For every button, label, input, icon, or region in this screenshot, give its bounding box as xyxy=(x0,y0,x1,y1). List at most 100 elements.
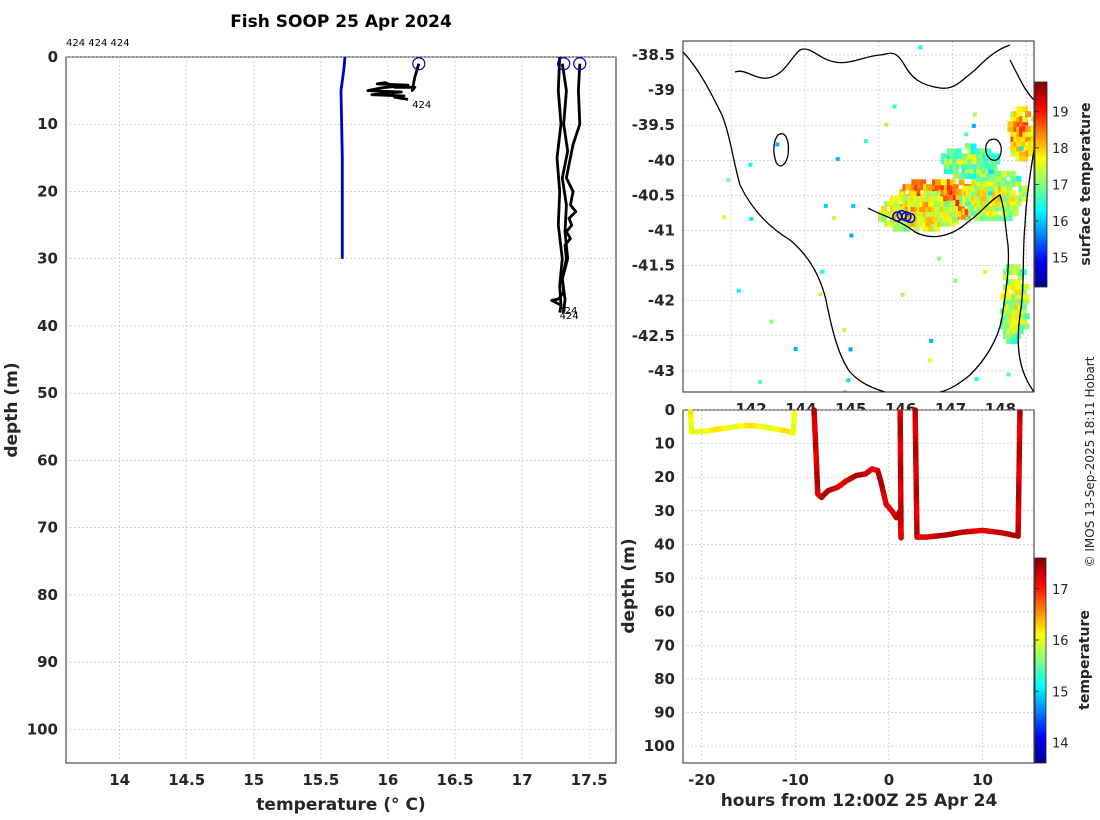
timeseries-colorbar xyxy=(1034,557,1047,764)
sst-cell xyxy=(1015,180,1022,187)
sst-cell xyxy=(949,201,956,208)
sst-cell xyxy=(979,148,986,155)
sst-cell xyxy=(1025,111,1032,118)
coastline-victoria xyxy=(734,44,1011,89)
sst-cell xyxy=(980,210,987,217)
sst-cell xyxy=(965,142,970,147)
sst-cell xyxy=(1017,298,1024,305)
timeseries-point-cast-b xyxy=(1017,409,1023,415)
sst-cell xyxy=(952,168,959,175)
sst-cell xyxy=(961,153,968,160)
map-y-tick-label: -40.5 xyxy=(632,186,675,204)
timeseries-y-axis-label: depth (m) xyxy=(619,538,639,633)
sst-cell xyxy=(928,201,935,208)
sst-cell xyxy=(954,210,961,217)
sst-cell xyxy=(793,346,798,351)
profile-end-label: 424 xyxy=(412,100,431,111)
sst-cell xyxy=(970,163,977,170)
sst-cell xyxy=(895,225,902,232)
sst-cell xyxy=(1007,125,1014,132)
profile-y-axis-label: depth (m) xyxy=(2,362,22,457)
sst-cell xyxy=(1010,116,1017,123)
credit-text: © IMOS 13-Sep-2025 18:11 Hobart xyxy=(1083,356,1097,567)
sst-cell xyxy=(918,45,923,50)
sst-cell xyxy=(892,210,899,217)
profile-line-climatology xyxy=(339,56,347,259)
sst-cell xyxy=(974,185,981,192)
timeseries-colorbar-label: temperature xyxy=(1077,610,1093,710)
sst-cell xyxy=(843,390,848,392)
coastline-north-east xyxy=(1009,59,1034,101)
sst-cell xyxy=(925,191,932,198)
sst-cell xyxy=(1031,140,1034,147)
timeseries-colorbar-tick-label: 15 xyxy=(1052,685,1069,700)
sst-cell xyxy=(1012,210,1019,217)
timeseries-y-tick-label: 100 xyxy=(644,737,675,755)
timeseries-points xyxy=(687,407,1023,541)
sst-cell xyxy=(958,179,965,186)
sst-cell xyxy=(974,215,981,222)
sst-cell xyxy=(988,158,995,165)
profile-start-markers xyxy=(412,57,587,71)
timeseries-y-tick-label: 60 xyxy=(654,603,675,621)
timeseries-y-tick-label: 80 xyxy=(654,670,675,688)
sst-cell xyxy=(943,201,950,208)
coastline-tasmania xyxy=(867,194,1010,392)
sst-cell xyxy=(775,142,780,147)
sst-cell xyxy=(964,168,971,175)
sst-cell xyxy=(970,172,977,179)
sst-cell xyxy=(1009,195,1016,202)
sst-cell xyxy=(1000,170,1007,177)
sst-cell xyxy=(1002,318,1009,325)
sst-cell xyxy=(937,256,942,261)
sst-cell xyxy=(937,215,944,222)
sst-cell xyxy=(943,205,950,212)
sst-cell xyxy=(849,233,854,238)
sst-cell xyxy=(1002,274,1009,281)
map-colorbar-tick-label: 16 xyxy=(1052,215,1069,230)
sst-cell xyxy=(769,319,774,324)
sst-cell xyxy=(983,269,988,274)
sst-cell xyxy=(758,380,763,385)
profile-x-tick-label: 17 xyxy=(512,771,533,789)
sst-cell xyxy=(988,215,995,222)
sst-cell xyxy=(962,185,969,192)
sst-cell xyxy=(749,216,754,221)
sst-cell xyxy=(1010,150,1017,157)
timeseries-colorbar-tick-label: 17 xyxy=(1052,583,1069,598)
timeseries-y-tick-label: 0 xyxy=(665,401,675,419)
timeseries-x-axis-label: hours from 12:00Z 25 Apr 24 xyxy=(721,791,998,811)
timeseries-y-tick-label: 40 xyxy=(654,535,675,553)
sst-cell xyxy=(1021,185,1028,192)
timeseries-colorbar-ticks: 14 15 16 17 xyxy=(1035,583,1069,752)
sst-cell xyxy=(985,180,992,187)
sst-cell xyxy=(1015,200,1022,207)
profile-x-ticks: 14 14.5 15 15.5 16 16.5 17 17.5 xyxy=(109,771,607,789)
map-colorbar-tick-label: 17 xyxy=(1052,179,1069,194)
sst-cell xyxy=(1012,205,1019,212)
sst-cell xyxy=(937,196,944,203)
sst-cell xyxy=(970,143,977,150)
map-y-tick-label: -38.5 xyxy=(632,46,675,64)
sst-cell xyxy=(953,278,958,283)
sst-cell xyxy=(951,205,958,212)
sst-cell xyxy=(1014,264,1021,271)
timeseries-x-ticks: -20 -10 0 10 xyxy=(688,771,993,789)
map-y-tick-label: -40 xyxy=(648,151,675,169)
sst-cell xyxy=(976,158,983,165)
sst-cell xyxy=(1020,303,1027,310)
timeseries-point-cast-a xyxy=(897,409,903,415)
sst-cell xyxy=(931,196,938,203)
profile-y-tick-label: 0 xyxy=(48,48,58,66)
profile-y-tick-label: 90 xyxy=(37,653,58,671)
sst-cell xyxy=(913,225,920,232)
timeseries-y-tick-label: 90 xyxy=(654,704,675,722)
sst-cell xyxy=(994,158,1001,165)
sst-cell xyxy=(818,292,823,297)
sst-cell xyxy=(889,220,896,227)
sst-cell xyxy=(971,210,978,217)
profile-start-marker xyxy=(557,57,571,71)
profile-y-tick-label: 60 xyxy=(37,451,58,469)
